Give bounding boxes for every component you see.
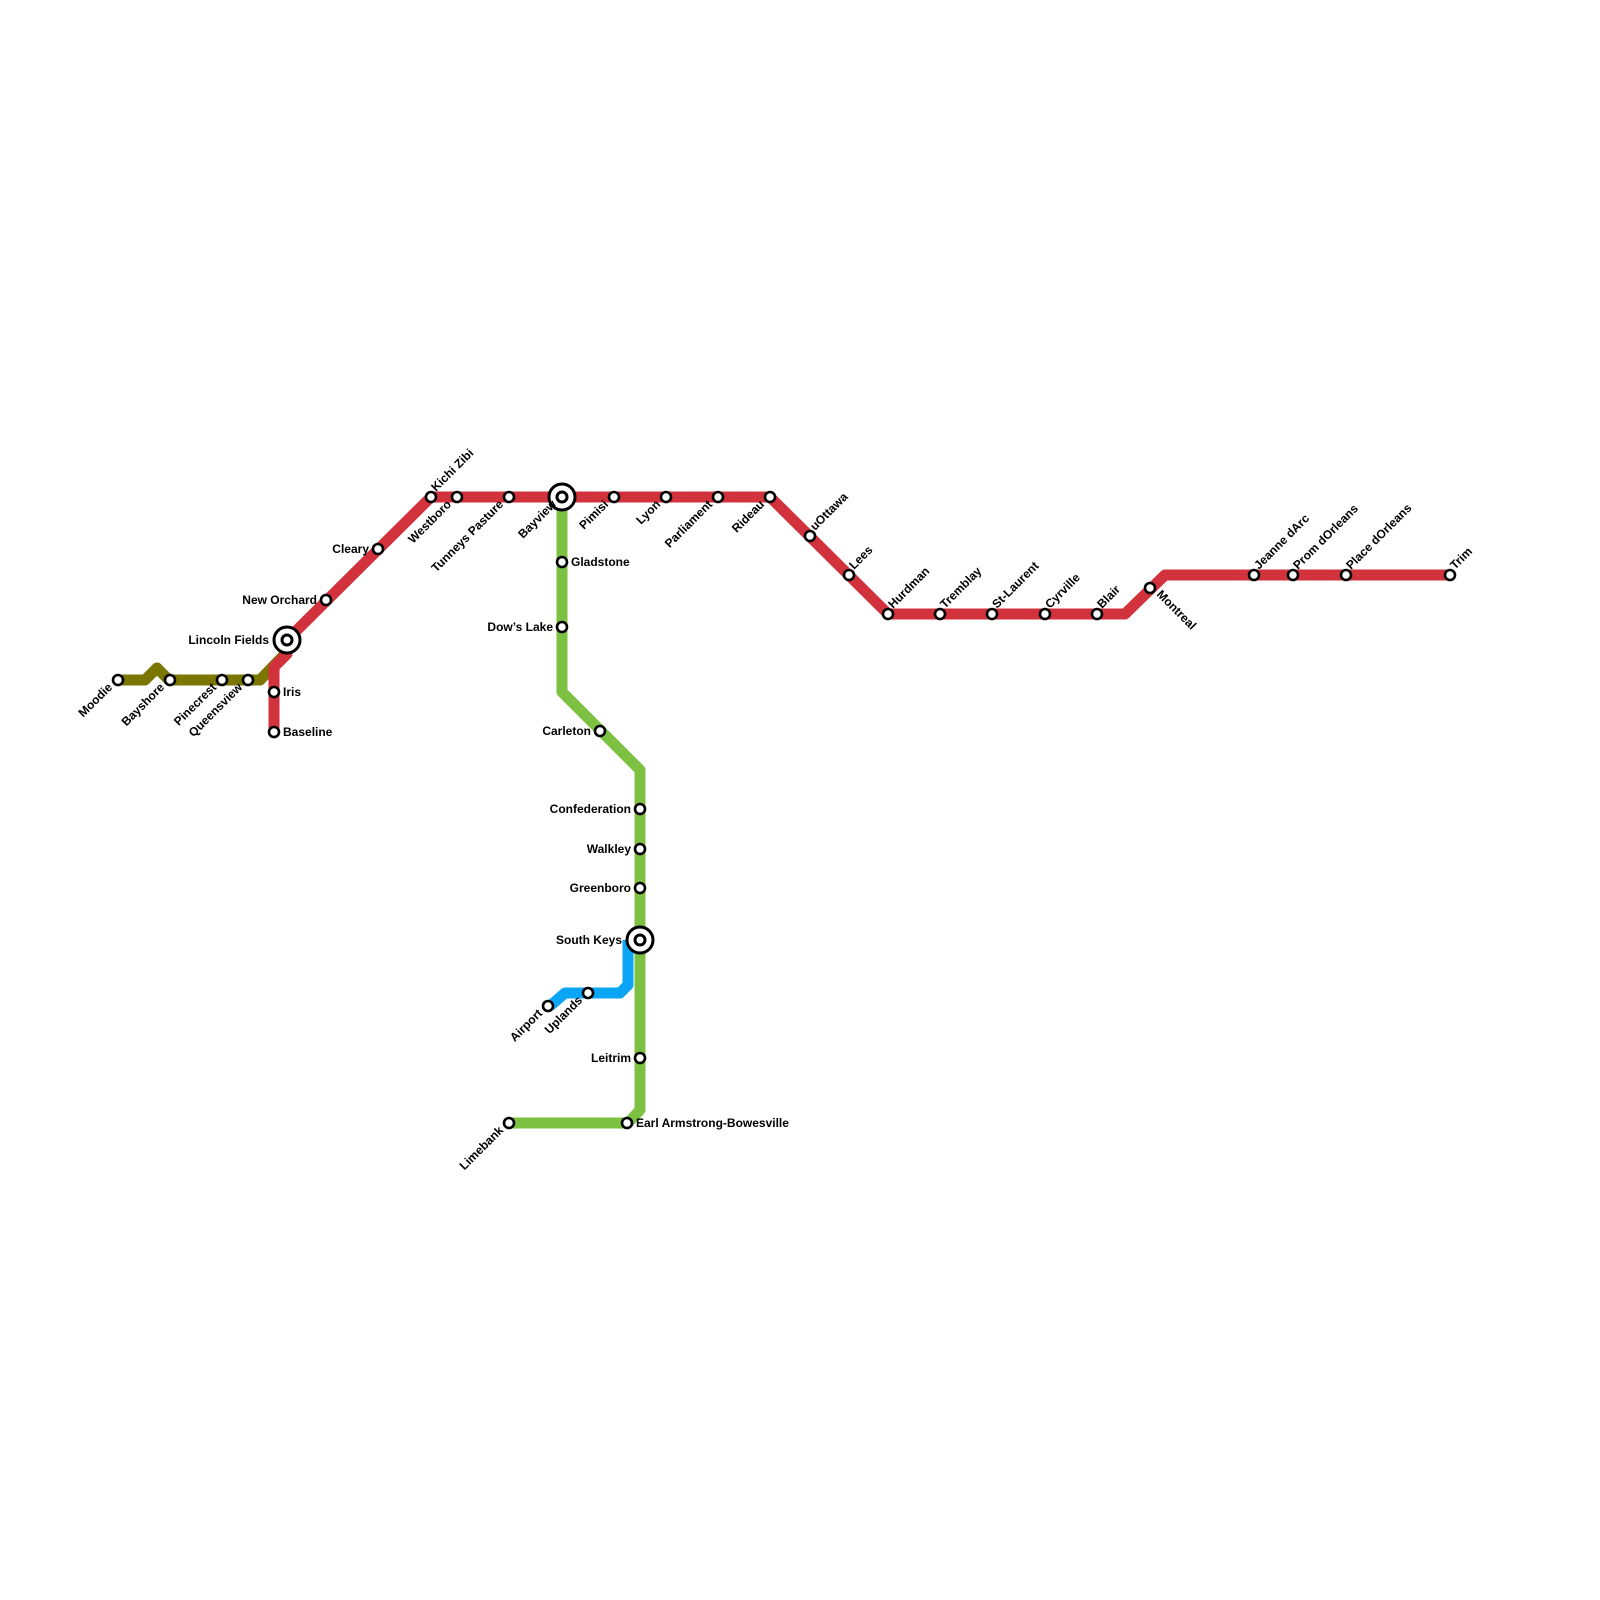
station-marker[interactable] — [502, 1116, 516, 1130]
station-marker[interactable] — [1143, 581, 1157, 595]
station-marker[interactable] — [502, 490, 516, 504]
station-label: Leitrim — [591, 1051, 631, 1065]
station-walkley[interactable]: Walkley — [587, 842, 647, 856]
station-lincoln-fields[interactable]: Lincoln Fields — [188, 625, 302, 655]
station-marker[interactable] — [541, 999, 555, 1013]
station-marker[interactable] — [803, 529, 817, 543]
station-label: Greenboro — [570, 881, 631, 895]
station-marker[interactable] — [593, 724, 607, 738]
station-cleary[interactable]: Cleary — [332, 542, 385, 556]
station-uottawa[interactable]: uOttawa — [803, 490, 851, 543]
station-leitrim[interactable]: Leitrim — [591, 1051, 647, 1065]
station-marker[interactable] — [450, 490, 464, 504]
station-marker[interactable] — [607, 490, 621, 504]
station-marker[interactable] — [1038, 607, 1052, 621]
station-label: Lees — [846, 543, 875, 572]
station-marker[interactable] — [633, 842, 647, 856]
station-marker[interactable] — [371, 542, 385, 556]
station-marker[interactable] — [581, 986, 595, 1000]
station-marker[interactable] — [633, 881, 647, 895]
station-marker[interactable] — [1090, 607, 1104, 621]
station-label: Tremblay — [937, 564, 984, 611]
station-label: Airport — [507, 1006, 545, 1044]
station-greenboro[interactable]: Greenboro — [570, 881, 647, 895]
station-marker[interactable] — [711, 490, 725, 504]
station-marker[interactable] — [1247, 568, 1261, 582]
station-lees[interactable]: Lees — [842, 543, 876, 582]
station-marker[interactable] — [842, 568, 856, 582]
station-label: Gladstone — [571, 555, 630, 569]
station-marker[interactable] — [555, 555, 569, 569]
station-label: South Keys — [556, 933, 622, 947]
station-marker[interactable] — [1339, 568, 1353, 582]
station-marker[interactable] — [620, 1116, 634, 1130]
station-marker[interactable] — [633, 802, 647, 816]
station-marker[interactable] — [985, 607, 999, 621]
route-lines — [118, 491, 1450, 1129]
station-label: Parliament — [662, 497, 715, 550]
station-earl-armstrong-bowesville[interactable]: Earl Armstrong-Bowesville — [620, 1116, 789, 1130]
station-label: Trim — [1447, 544, 1475, 572]
station-label: Bayshore — [119, 680, 168, 729]
station-marker[interactable] — [111, 673, 125, 687]
station-marker[interactable] — [163, 673, 177, 687]
station-marker[interactable] — [555, 620, 569, 634]
station-trim[interactable]: Trim — [1443, 544, 1475, 582]
station-marker[interactable] — [267, 725, 281, 739]
station-label: Kichi Zibi — [428, 446, 476, 494]
station-carleton[interactable]: Carleton — [542, 724, 607, 738]
station-montreal[interactable]: Montreal — [1143, 581, 1199, 632]
station-label: Confederation — [550, 802, 631, 816]
station-marker[interactable] — [319, 593, 333, 607]
station-label: Hurdman — [885, 564, 932, 611]
station-marker[interactable] — [881, 607, 895, 621]
station-label: Iris — [283, 685, 301, 699]
station-label: Lincoln Fields — [188, 633, 269, 647]
station-label: Cleary — [332, 542, 369, 556]
station-label: Moodie — [76, 680, 116, 720]
station-label: Walkley — [587, 842, 632, 856]
station-marker[interactable] — [633, 933, 647, 947]
station-confederation[interactable]: Confederation — [550, 802, 647, 816]
station-label: Earl Armstrong-Bowesville — [636, 1116, 789, 1130]
station-limebank[interactable]: Limebank — [457, 1116, 516, 1173]
red-line — [268, 491, 1450, 732]
station-label: Blair — [1094, 582, 1123, 611]
station-marker[interactable] — [267, 685, 281, 699]
station-label: Montreal — [1154, 587, 1199, 632]
stations: Moodie Bayshore PinecrestQueensviewLincoln… — [76, 446, 1476, 1173]
station-marker[interactable] — [555, 490, 569, 504]
station-label: Bayview — [515, 497, 559, 541]
station-baseline[interactable]: Baseline — [267, 725, 333, 739]
station-gladstone[interactable]: Gladstone — [555, 555, 630, 569]
station-label: Carleton — [542, 724, 591, 738]
station-label: New Orchard — [242, 593, 317, 607]
station-label: Cyrville — [1042, 570, 1083, 611]
station-marker[interactable] — [763, 490, 777, 504]
station-label: St-Laurent — [989, 559, 1041, 611]
station-south-keys[interactable]: South Keys — [556, 925, 655, 955]
station-dow-s-lake[interactable]: Dow’s Lake — [487, 620, 569, 634]
station-marker[interactable] — [424, 490, 438, 504]
station-label: uOttawa — [807, 490, 851, 534]
station-marker[interactable] — [280, 633, 294, 647]
station-new-orchard[interactable]: New Orchard — [242, 593, 333, 607]
blue-line — [546, 940, 634, 1011]
station-iris[interactable]: Iris — [267, 685, 301, 699]
station-marker[interactable] — [1286, 568, 1300, 582]
station-label: Limebank — [457, 1123, 507, 1173]
station-moodie[interactable]: Moodie — [76, 673, 125, 720]
station-marker[interactable] — [659, 490, 673, 504]
station-label: Baseline — [283, 725, 333, 739]
station-marker[interactable] — [633, 1051, 647, 1065]
station-label: Dow’s Lake — [487, 620, 553, 634]
station-marker[interactable] — [215, 673, 229, 687]
station-marker[interactable] — [933, 607, 947, 621]
olive-line — [118, 648, 291, 686]
station-marker[interactable] — [1443, 568, 1457, 582]
station-marker[interactable] — [241, 673, 255, 687]
station-label: Rideau — [729, 497, 767, 535]
